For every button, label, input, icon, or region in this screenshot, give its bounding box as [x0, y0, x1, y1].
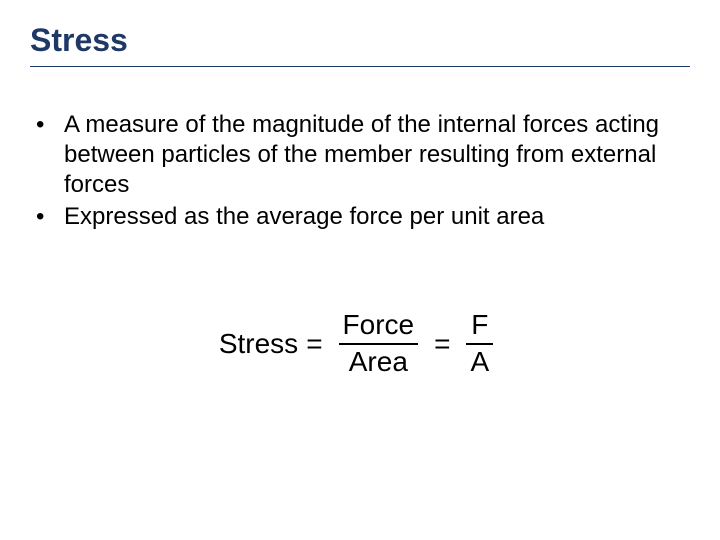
bullet-text: A measure of the magnitude of the intern…	[64, 110, 670, 200]
bullet-list: • A measure of the magnitude of the inte…	[30, 110, 670, 234]
fraction-numerator: Force	[339, 310, 419, 343]
title-underline	[30, 66, 690, 67]
slide-title: Stress	[30, 22, 128, 59]
equation-lhs: Stress	[219, 328, 298, 360]
list-item: • Expressed as the average force per uni…	[30, 202, 670, 232]
equation: Stress = Force Area = F A	[0, 310, 720, 378]
slide: Stress • A measure of the magnitude of t…	[0, 0, 720, 540]
fraction-denominator: A	[466, 345, 493, 378]
equals-sign: =	[306, 328, 322, 360]
fraction-numerator: F	[467, 310, 492, 343]
bullet-text: Expressed as the average force per unit …	[64, 202, 670, 232]
fraction-denominator: Area	[345, 345, 412, 378]
list-item: • A measure of the magnitude of the inte…	[30, 110, 670, 200]
fraction-f-a: F A	[466, 310, 493, 378]
equals-sign: =	[434, 328, 450, 360]
bullet-dot-icon: •	[30, 110, 64, 140]
fraction-force-area: Force Area	[339, 310, 419, 378]
bullet-dot-icon: •	[30, 202, 64, 232]
